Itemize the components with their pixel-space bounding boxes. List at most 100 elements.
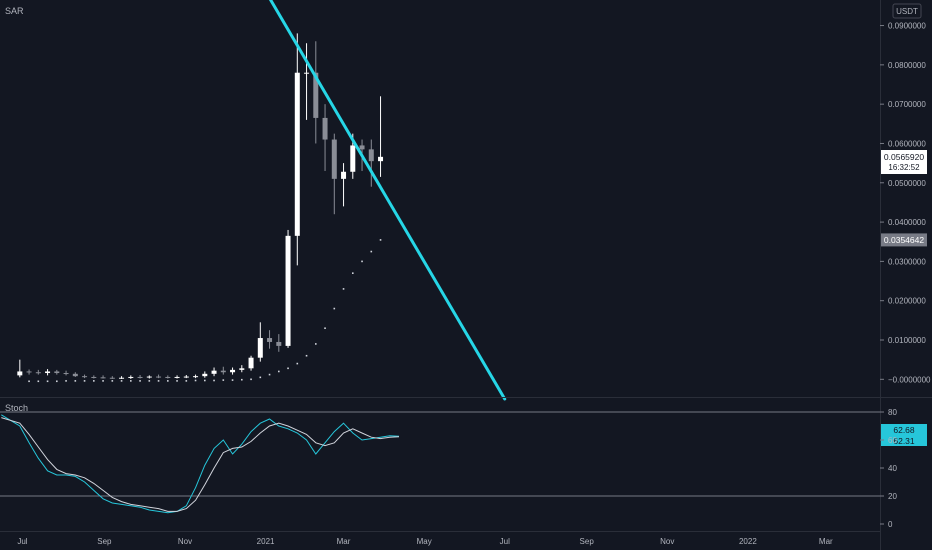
sar-dot xyxy=(83,380,86,382)
trendline[interactable] xyxy=(260,0,507,401)
sar-dot xyxy=(222,379,225,381)
sar-dot xyxy=(277,370,280,373)
candle-body xyxy=(193,376,199,378)
candle-body xyxy=(331,139,337,179)
time-axis-tick-label: Mar xyxy=(337,537,351,546)
price-axis-tick-label: −0.0000000 xyxy=(888,375,931,384)
sar-dot xyxy=(194,379,197,382)
current-price-badge: 0.0565920 16:32:52 xyxy=(881,150,927,174)
candle-body xyxy=(220,370,226,373)
sar-dot xyxy=(305,354,308,357)
stochastic-k-line xyxy=(1,414,400,514)
time-axis-tick-label: Mar xyxy=(819,537,833,546)
price-axis-tick-label: 0.0300000 xyxy=(888,257,926,266)
sar-dot xyxy=(333,307,336,310)
price-axis-tick-label: 0.0600000 xyxy=(888,139,926,148)
bar-countdown: 16:32:52 xyxy=(888,163,920,172)
stoch-k-badge: 62.68 xyxy=(881,424,927,435)
candle-body xyxy=(257,338,263,358)
sar-dot xyxy=(342,288,345,290)
price-axis-tick-label: 0.0400000 xyxy=(888,218,926,227)
candle-body xyxy=(17,371,23,376)
candle-body xyxy=(109,377,115,379)
price-axis-tick-label: 0.0200000 xyxy=(888,297,926,306)
sar-dot xyxy=(167,380,169,382)
sar-dot xyxy=(231,379,234,381)
candle-body xyxy=(368,149,374,162)
sar-dot xyxy=(176,380,178,382)
sar-dot xyxy=(250,378,252,381)
time-axis-tick-label: Jul xyxy=(17,537,27,546)
stoch-axis-tick-label: 20 xyxy=(888,492,897,501)
sar-dot xyxy=(74,380,77,382)
time-axis-tick-label: 2022 xyxy=(739,537,757,546)
stoch-axis-tick-label: 80 xyxy=(888,408,897,417)
stoch-axis-tick-label: 60 xyxy=(888,436,897,445)
sar-dot xyxy=(157,380,160,382)
candle-body xyxy=(54,371,60,374)
sar-dot xyxy=(379,239,382,241)
sar-dot xyxy=(361,260,363,263)
candle-body xyxy=(174,376,180,378)
sar-dot xyxy=(268,373,271,376)
currency-badge[interactable]: USDT xyxy=(892,3,922,19)
candle-body xyxy=(72,373,78,377)
candle-body xyxy=(100,377,106,379)
candle-body xyxy=(230,369,236,373)
candle-body xyxy=(45,371,51,374)
sar-dot xyxy=(259,376,262,379)
stoch-axis-tick-label: 0 xyxy=(888,520,893,529)
candle-body xyxy=(359,145,365,150)
candle-body xyxy=(313,72,319,118)
time-axis-tick-label: Sep xyxy=(580,537,595,546)
sar-dot xyxy=(185,380,188,382)
sar-dot xyxy=(56,380,58,383)
candle-body xyxy=(304,72,310,74)
candle-body xyxy=(239,368,245,370)
time-axis-tick-label: Sep xyxy=(97,537,112,546)
sar-dot xyxy=(287,367,289,370)
candle-body xyxy=(35,372,41,374)
time-axis-tick-label: May xyxy=(417,537,432,546)
time-axis-tick-label: Jul xyxy=(500,537,510,546)
sar-value-label: 0.0354642 xyxy=(884,235,924,245)
sar-dot xyxy=(65,380,67,382)
candle-body xyxy=(248,357,254,369)
sar-dot xyxy=(93,380,95,382)
time-axis-tick-label: Nov xyxy=(660,537,674,546)
sar-dot xyxy=(37,380,40,383)
stochastic-pane[interactable] xyxy=(0,411,880,514)
price-axis-tick-label: 0.0500000 xyxy=(888,179,926,188)
sar-dot xyxy=(324,327,326,330)
sar-dot xyxy=(296,362,299,365)
candle-body xyxy=(341,171,347,179)
sar-dot xyxy=(204,379,206,382)
candle-body xyxy=(285,235,291,346)
sar-dot xyxy=(213,379,215,382)
stochastic-label[interactable]: Stoch xyxy=(5,403,28,413)
sar-dot xyxy=(148,380,151,382)
candle-body xyxy=(378,156,384,162)
sar-dot xyxy=(46,380,49,383)
candle-body xyxy=(165,376,171,378)
candle-body xyxy=(267,338,273,342)
candle-body xyxy=(91,376,97,378)
candle-body xyxy=(202,373,208,377)
stoch-d-badge: 62.31 xyxy=(881,435,927,446)
price-pane[interactable] xyxy=(17,0,507,401)
stochastic-d-line xyxy=(1,417,400,512)
symbol-label[interactable]: SAR xyxy=(5,6,24,16)
stoch-axis-tick-label: 40 xyxy=(888,464,897,473)
candle-body xyxy=(26,371,32,373)
price-axis-tick-label: 0.0900000 xyxy=(888,22,926,31)
current-price-value: 0.0565920 xyxy=(884,152,924,162)
currency-label: USDT xyxy=(896,7,918,16)
candle-body xyxy=(156,376,162,378)
candle-body xyxy=(137,376,143,378)
candle-body xyxy=(294,72,300,236)
sar-value-badge: 0.0354642 xyxy=(881,233,927,247)
price-axis-tick-label: 0.0100000 xyxy=(888,336,926,345)
time-axis-tick-label: 2021 xyxy=(257,537,275,546)
candle-body xyxy=(63,373,69,375)
